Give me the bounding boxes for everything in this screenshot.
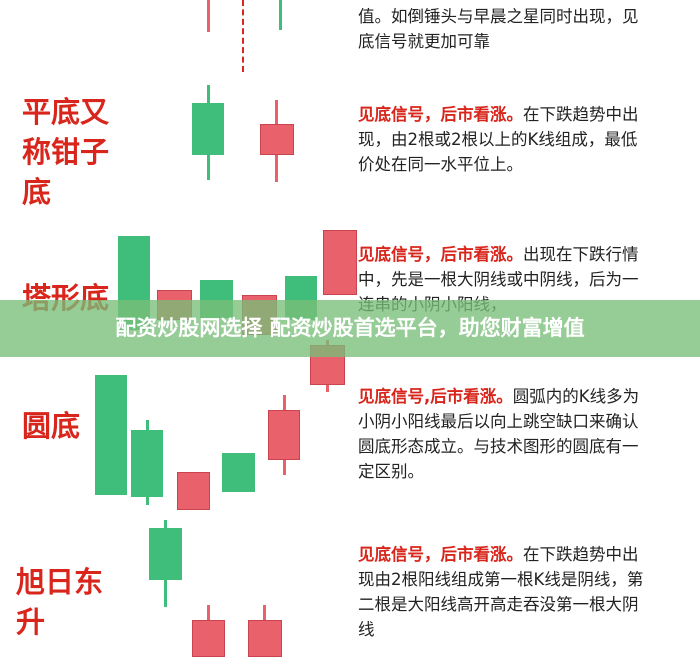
section-desc: 见底信号,后市看涨。圆弧内的K线多为小阴小阳线最后以向上跳空缺口来确认圆底形态成…	[358, 384, 648, 484]
highlight: 见底信号,后市看涨。	[358, 387, 513, 406]
section-title: 旭日东升	[16, 565, 104, 639]
banner: 配资炒股网选择 配资炒股首选平台，助您财富增值	[0, 300, 700, 357]
highlight: 见底信号，后市看涨。	[358, 245, 523, 264]
section-desc: 见底信号，后市看涨。在下跌趋势中出现由2根阳线组成第一根K线是阴线，第二根是大阳…	[358, 542, 648, 642]
intro-text: 值。如倒锤头与早晨之星同时出现，见底信号就更加可靠	[358, 7, 639, 51]
desc-text: 在下跌趋势中出现，由2根或2根以上的K线组成，最低价处在同一水平位上。	[358, 105, 639, 174]
desc-text: 在下跌趋势中出现由2根阳线组成第一根K线是阴线，第二根是大阳线高开高走吞没第一根…	[358, 545, 644, 639]
highlight: 见底信号，后市看涨。	[358, 545, 523, 564]
desc-text: 圆弧内的K线多为小阴小阳线最后以向上跳空缺口来确认圆底形态成立。与技术图形的圆底…	[358, 387, 640, 481]
section-title: 圆底	[22, 409, 81, 443]
section-desc: 见底信号，后市看涨。在下跌趋势中出现，由2根或2根以上的K线组成，最低价处在同一…	[358, 102, 648, 177]
highlight: 见底信号，后市看涨。	[358, 105, 523, 124]
section-title: 平底又称钳子底	[22, 95, 110, 209]
